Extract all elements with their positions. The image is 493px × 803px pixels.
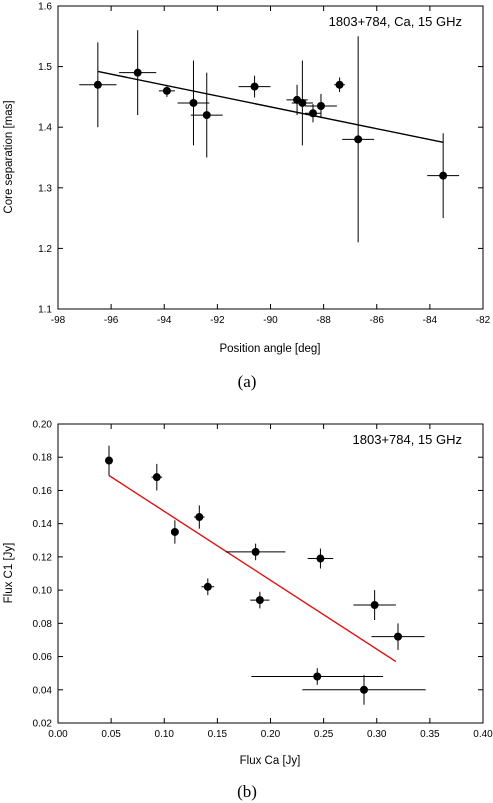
data-point-b bbox=[255, 596, 264, 605]
y-tick-label-b: 0.18 bbox=[33, 453, 53, 464]
x-tick-label-b: 0.30 bbox=[367, 729, 387, 740]
x-tick-label-a: -82 bbox=[476, 315, 491, 326]
data-point-a bbox=[309, 109, 317, 118]
data-point-b bbox=[251, 547, 260, 556]
y-tick-label-b: 0.04 bbox=[33, 685, 53, 696]
data-point-a bbox=[335, 80, 344, 89]
y-tick-label-a: 1.4 bbox=[38, 123, 52, 134]
data-point-a bbox=[189, 98, 198, 107]
panel-b: 0.00 0.05 0.10 0.15 0.20 0.25 0.30 0.35 0.40 0.0… bbox=[3, 420, 493, 802]
y-ticks-b: 0.02 0.04 0.06 0.08 0.10 0.12 0.14 0.16 0.18 0.20 bbox=[33, 420, 483, 730]
y-tick-label-b: 0.02 bbox=[33, 719, 53, 730]
plot-frame-b bbox=[57, 423, 484, 724]
y-axis-label-b: Flux C1 [Jy] bbox=[3, 543, 15, 604]
data-point-b bbox=[203, 582, 212, 591]
data-point-b bbox=[360, 685, 368, 694]
y-tick-label-b: 0.08 bbox=[33, 619, 53, 630]
x-ticks-b: 0.00 0.05 0.10 0.15 0.20 0.25 0.30 0.35 0.40 bbox=[48, 424, 493, 740]
data-point-b bbox=[394, 632, 402, 641]
y-tick-label-b: 0.06 bbox=[33, 652, 53, 663]
data-point-a bbox=[354, 135, 363, 144]
x-tick-label-b: 0.05 bbox=[101, 729, 121, 740]
data-point-b bbox=[316, 554, 325, 563]
y-tick-label-a: 1.2 bbox=[38, 244, 52, 255]
panel-label-a: (a) bbox=[238, 372, 257, 391]
y-tick-label-a: 1.1 bbox=[38, 305, 52, 316]
data-points-b bbox=[105, 445, 426, 705]
data-point-a bbox=[162, 86, 171, 95]
x-tick-label-b: 0.40 bbox=[473, 729, 493, 740]
x-tick-label-b: 0.20 bbox=[261, 729, 281, 740]
data-point-a bbox=[93, 80, 102, 89]
data-point-a bbox=[298, 98, 307, 107]
panel-a: -98 -96 -94 -92 -90 -88 -86 -84 -82 1.1 1.2 1.3 1.4… bbox=[3, 2, 491, 392]
data-point-a bbox=[202, 111, 211, 120]
plot-frame-a bbox=[57, 5, 484, 310]
y-tick-label-a: 1.3 bbox=[38, 183, 52, 194]
x-axis-label-b: Flux Ca [Jy] bbox=[240, 755, 301, 767]
data-point-b bbox=[105, 456, 113, 465]
data-point-b bbox=[195, 513, 204, 522]
fit-line-a bbox=[97, 70, 444, 144]
x-tick-label-b: 0.25 bbox=[314, 729, 334, 740]
x-tick-label-a: -98 bbox=[51, 315, 66, 326]
x-tick-label-b: 0.00 bbox=[48, 729, 68, 740]
annotation-b: 1803+784, 15 GHz bbox=[353, 432, 463, 447]
y-axis-label-a: Core separation [mas] bbox=[3, 100, 15, 213]
x-axis-label-a: Position angle [deg] bbox=[219, 343, 320, 355]
y-tick-label-b: 0.10 bbox=[33, 586, 53, 597]
y-tick-label-b: 0.14 bbox=[33, 519, 53, 530]
x-tick-label-a: -84 bbox=[423, 315, 438, 326]
y-tick-label-a: 1.6 bbox=[38, 2, 52, 13]
annotation-a: 1803+784, Ca, 15 GHz bbox=[329, 14, 462, 29]
data-point-a bbox=[439, 171, 448, 180]
x-tick-label-a: -90 bbox=[263, 315, 278, 326]
data-points-a bbox=[79, 30, 460, 243]
x-tick-label-a: -94 bbox=[157, 315, 172, 326]
y-tick-label-b: 0.12 bbox=[33, 552, 53, 563]
x-tick-label-b: 0.15 bbox=[208, 729, 228, 740]
x-ticks-a: -98 -96 -94 -92 -90 -88 -86 -84 -82 bbox=[51, 6, 491, 326]
x-tick-label-a: -92 bbox=[210, 315, 225, 326]
data-point-b bbox=[170, 527, 179, 536]
data-point-b bbox=[370, 601, 379, 610]
x-tick-label-a: -86 bbox=[370, 315, 385, 326]
x-tick-label-a: -96 bbox=[104, 315, 119, 326]
x-tick-label-b: 0.35 bbox=[420, 729, 440, 740]
panel-label-b: (b) bbox=[237, 782, 257, 801]
y-ticks-a: 1.1 1.2 1.3 1.4 1.5 1.6 bbox=[38, 2, 483, 316]
data-point-b bbox=[313, 672, 322, 681]
data-point-a bbox=[250, 82, 259, 91]
x-tick-label-a: -88 bbox=[316, 315, 331, 326]
y-tick-label-b: 0.16 bbox=[33, 486, 53, 497]
data-point-a bbox=[133, 68, 142, 77]
y-tick-label-a: 1.5 bbox=[38, 62, 52, 73]
y-tick-label-b: 0.20 bbox=[33, 420, 53, 431]
data-point-a bbox=[316, 101, 325, 110]
data-point-b bbox=[152, 473, 161, 482]
x-tick-label-b: 0.10 bbox=[155, 729, 175, 740]
fit-line-b bbox=[108, 474, 397, 663]
